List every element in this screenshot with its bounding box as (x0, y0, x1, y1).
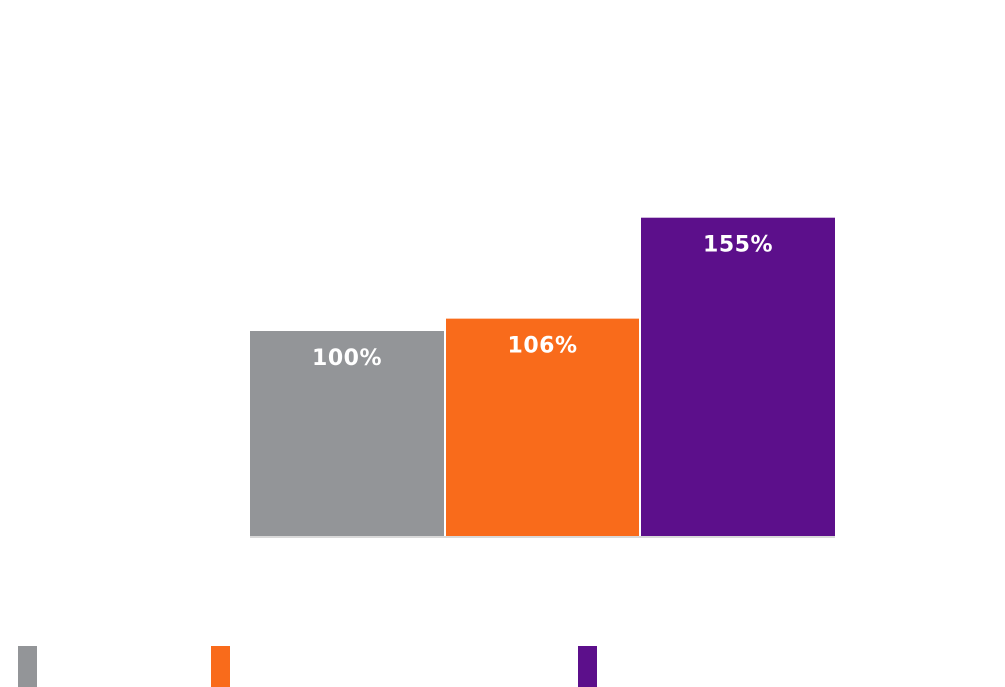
bar-1 (250, 331, 444, 537)
legend-swatch-2 (211, 646, 230, 687)
bar-value-label-1: 100% (312, 346, 382, 371)
bar-value-labels-group: 100% 106% 155% (312, 233, 773, 371)
bar-3 (641, 217, 835, 537)
bars-group (250, 217, 835, 537)
legend-swatch-1 (18, 646, 37, 687)
legend-swatch-3 (578, 646, 597, 687)
bar-value-label-3: 155% (703, 233, 773, 258)
bar-2 (446, 318, 639, 537)
bar-value-label-2: 106% (508, 334, 578, 359)
